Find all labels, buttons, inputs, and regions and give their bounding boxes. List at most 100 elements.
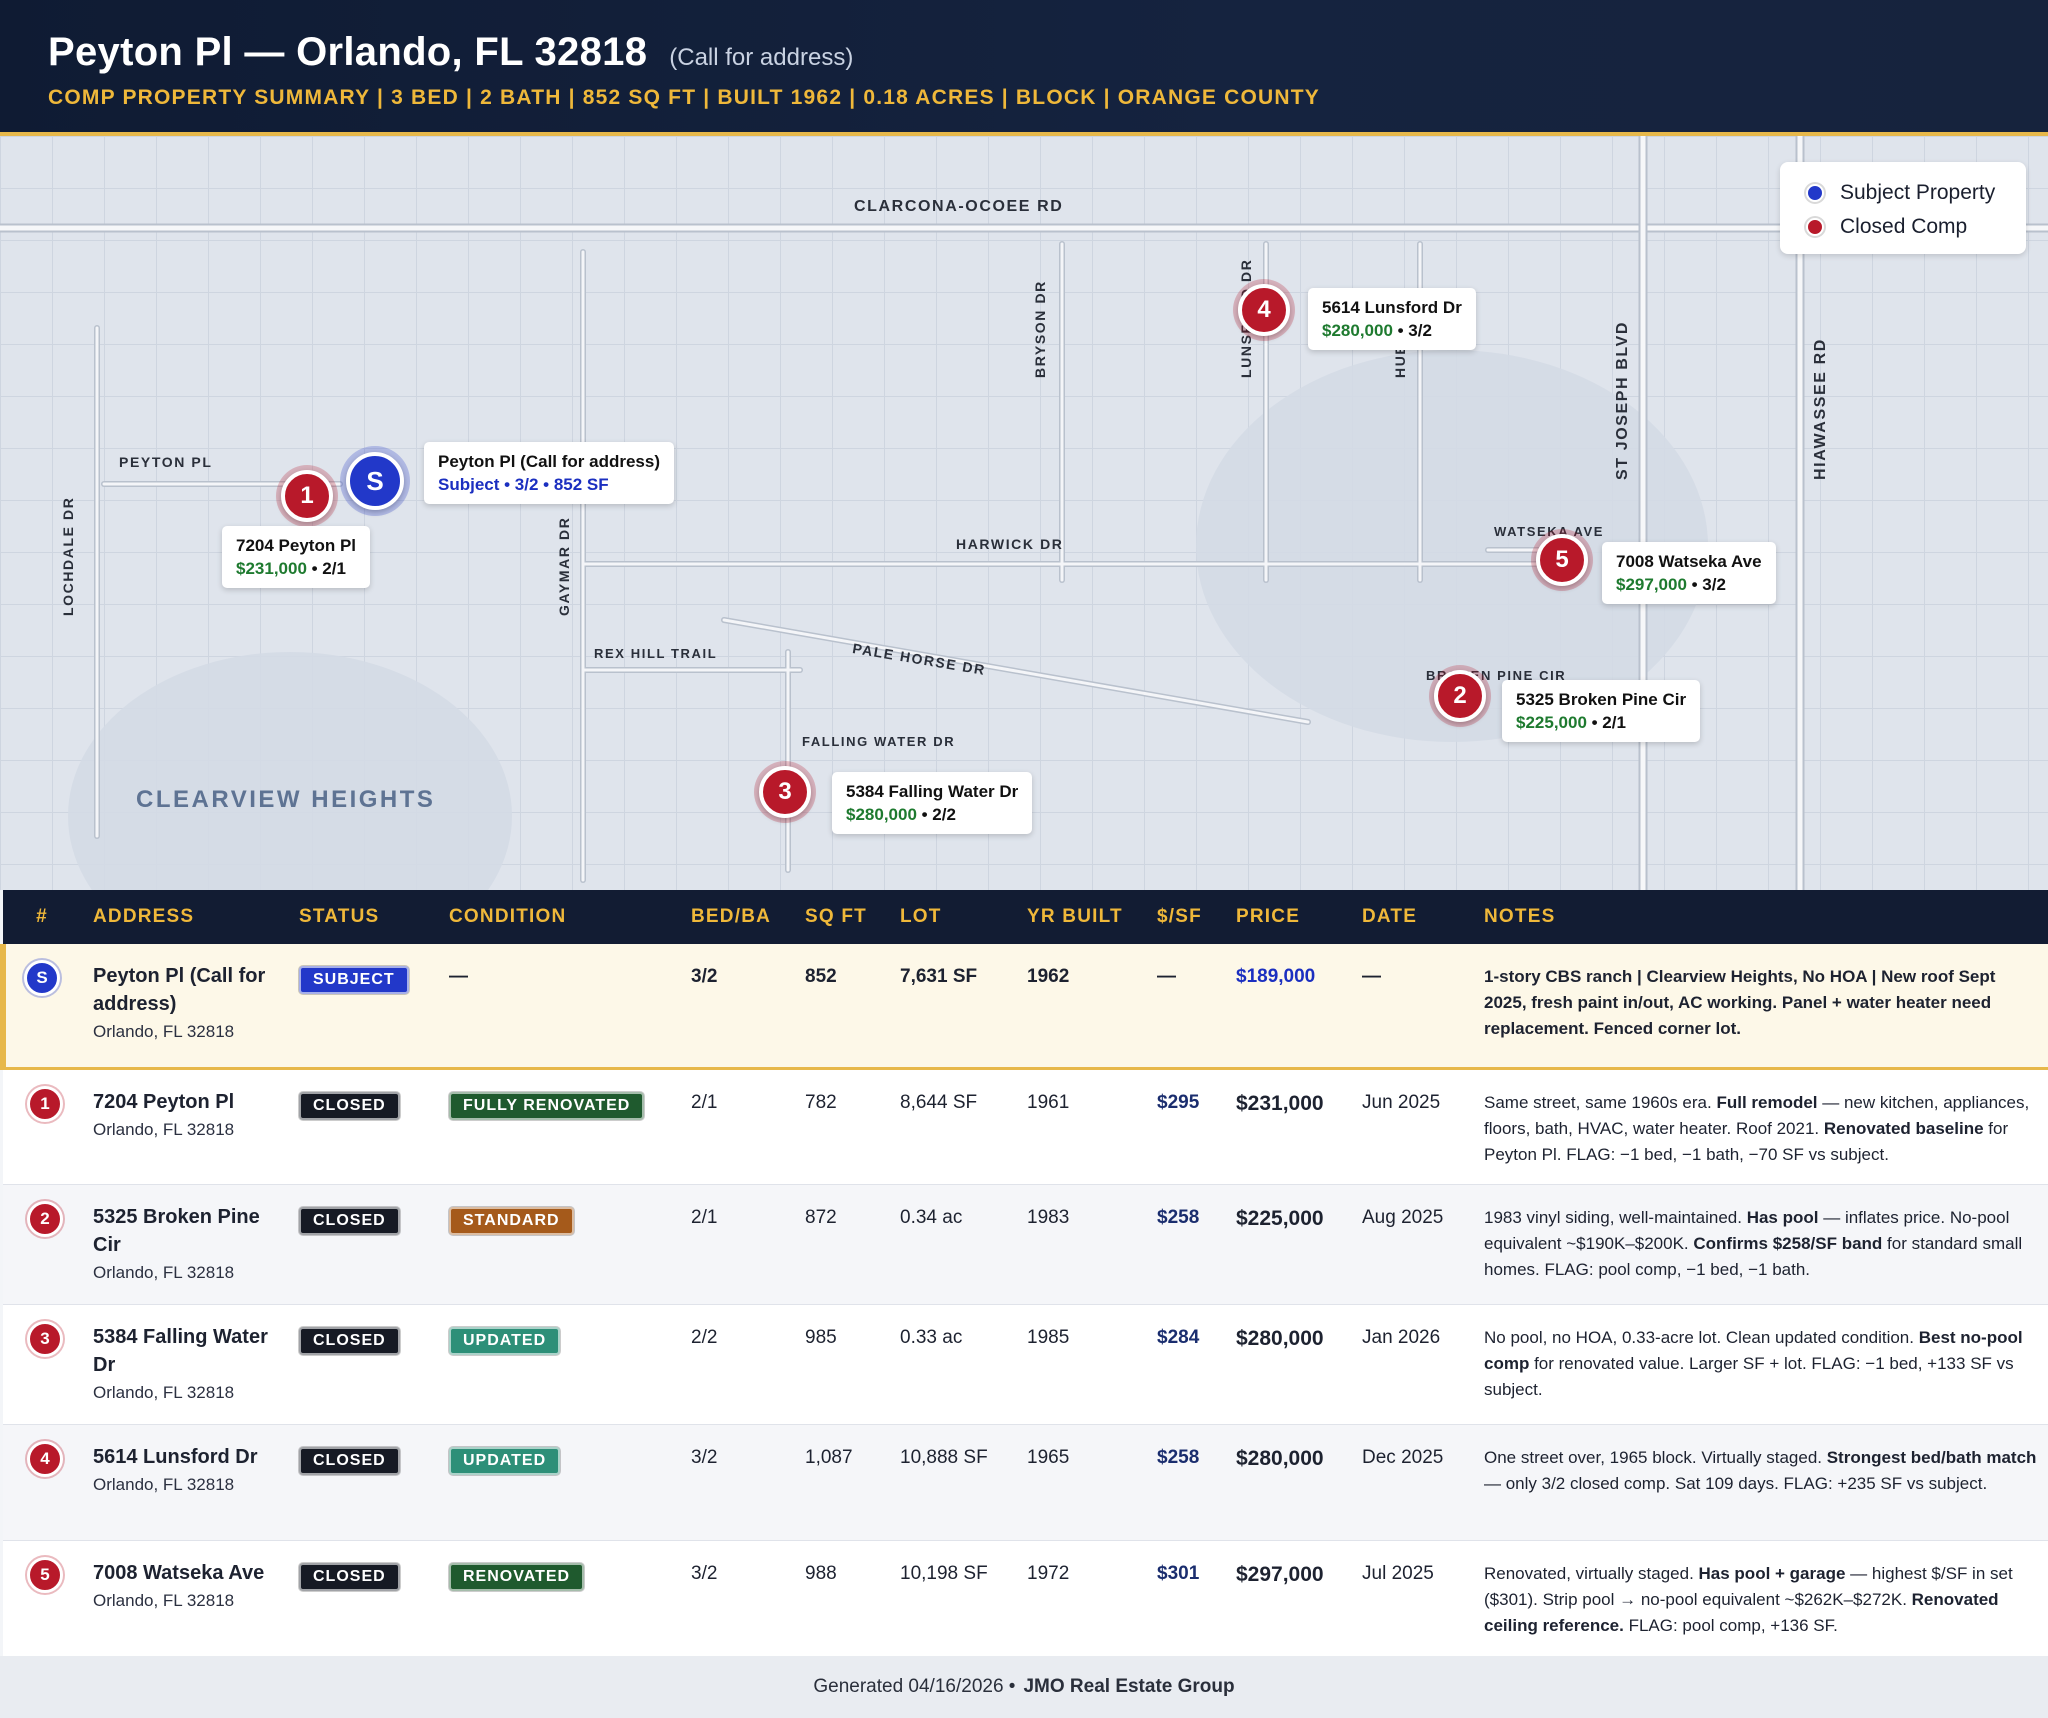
col-sqft[interactable]: SQ FT [805,906,867,927]
status-badge: CLOSED [298,1561,401,1592]
comp-pin-1[interactable]: 1 [281,470,333,522]
row-address-cell: 7008 Watseka Ave Orlando, FL 32818 [81,1540,287,1656]
comp-callout-1[interactable]: 7204 Peyton Pl $231,000 • 2/1 [222,526,371,588]
row-status-cell: SUBJECT [287,944,437,1068]
row-ppsf-cell: $258 [1145,1424,1224,1540]
notes-text: — highest $/SF in set ($301). Strip pool… [1484,1563,2013,1609]
table-row-subject[interactable]: S Peyton Pl (Call for address) Orlando, … [3,944,2048,1068]
row-num-pin: 1 [27,1085,63,1122]
row-lot: 7,631 SF [900,966,978,987]
row-lot: 0.33 ac [900,1326,963,1348]
row-address-cell: 7204 Peyton Pl Orlando, FL 32818 [81,1068,287,1184]
notes-text: — only 3/2 closed comp. Sat 109 days. FL… [1484,1473,1988,1493]
row-condition-cell: STANDARD [437,1184,679,1304]
row-ppsf-cell: $301 [1145,1540,1224,1656]
row-sqft: 782 [805,1091,837,1113]
notes-highlight: Has pool [1746,1207,1819,1227]
row-price: $297,000 [1236,1562,1324,1586]
col-price[interactable]: PRICE [1236,906,1301,927]
comp-pin-2[interactable]: 2 [1434,670,1486,722]
row-ppsf-cell: $284 [1145,1304,1224,1424]
table-header-row: # ADDRESS STATUS CONDITION BED/BA SQ FT … [3,890,2048,944]
col-address[interactable]: ADDRESS [93,906,195,927]
row-yr: 1962 [1027,966,1070,987]
comp-callout-5[interactable]: 7008 Watseka Ave $297,000 • 3/2 [1602,542,1776,604]
row-num-cell: 1 [3,1068,81,1184]
row-lot: 0.34 ac [900,1206,963,1228]
col-bedba[interactable]: BED/BA [691,906,772,927]
col-condition[interactable]: CONDITION [449,906,567,927]
legend-closed-label: Closed Comp [1840,215,1968,238]
row-date: Jan 2026 [1362,1326,1441,1348]
row-price: $280,000 [1236,1446,1324,1470]
col-yr-built[interactable]: YR BUILT [1027,906,1123,927]
row-lot: 8,644 SF [900,1091,978,1113]
col-date[interactable]: DATE [1362,906,1418,927]
row-num-pin: 3 [27,1320,63,1357]
notes-text: for Peyton Pl. FLAG: −1 bed, −1 bath, −7… [1484,1118,2009,1164]
col-notes[interactable]: NOTES [1484,906,1556,927]
notes-highlight: Full remodel [1716,1092,1818,1112]
row-ppsf-cell: $258 [1145,1184,1224,1304]
table-row[interactable]: 4 5614 Lunsford Dr Orlando, FL 32818 CLO… [3,1424,2048,1540]
row-date: Dec 2025 [1362,1446,1444,1468]
road-label-bryson: BRYSON DR [1032,280,1048,378]
title-row: Peyton Pl — Orlando, FL 32818 (Call for … [48,30,853,75]
col-lot[interactable]: LOT [900,906,942,927]
condition-badge: UPDATED [447,1325,562,1356]
row-price-cell: $225,000 [1224,1184,1350,1304]
comp-callout-4[interactable]: 5614 Lunsford Dr $280,000 • 3/2 [1308,288,1476,350]
comp-map[interactable]: CLARCONA-OCOEE RD PEYTON PL LOCHDALE DR … [0,136,2048,890]
comp-2-price: $225,000 [1516,713,1587,732]
comp-5-price: $297,000 [1616,575,1687,594]
row-sqft: 988 [805,1562,837,1584]
comp-pin-5[interactable]: 5 [1536,534,1588,586]
table-row[interactable]: 5 7008 Watseka Ave Orlando, FL 32818 CLO… [3,1540,2048,1656]
comp-pin-4[interactable]: 4 [1238,284,1290,336]
row-price: $280,000 [1236,1326,1324,1350]
comp-callout-3[interactable]: 5384 Falling Water Dr $280,000 • 2/2 [832,772,1033,834]
table-row[interactable]: 1 7204 Peyton Pl Orlando, FL 32818 CLOSE… [3,1068,2048,1184]
subject-pin[interactable]: S [346,452,404,510]
closed-dot-icon [1806,218,1824,236]
col-status[interactable]: STATUS [299,906,380,927]
row-condition-cell: FULLY RENOVATED [437,1068,679,1184]
row-address: 5614 Lunsford Dr [93,1445,258,1468]
comp-pin-3[interactable]: 3 [759,766,811,818]
generated-date: Generated 04/16/2026 • [813,1676,1016,1697]
row-lot: 10,888 SF [900,1446,988,1468]
road-label-harwick: HARWICK DR [956,536,1064,552]
road-label-lochdale: LOCHDALE DR [60,496,76,616]
neighborhood-label: CLEARVIEW HEIGHTS [136,786,436,813]
comp-1-address: 7204 Peyton Pl [236,536,357,555]
row-price: $225,000 [1236,1206,1324,1230]
comp-4-meta: • 3/2 [1392,321,1432,340]
row-status-cell: CLOSED [287,1068,437,1184]
row-bedba: 3/2 [691,1562,718,1584]
table-row[interactable]: 2 5325 Broken Pine Cir Orlando, FL 32818… [3,1184,2048,1304]
row-address-cell: 5614 Lunsford Dr Orlando, FL 32818 [81,1424,287,1540]
comp-5-meta: • 3/2 [1686,575,1726,594]
title-note: (Call for address) [669,44,854,71]
subject-callout[interactable]: Peyton Pl (Call for address) Subject • 3… [424,442,674,504]
notes-text: One street over, 1965 block. Virtually s… [1484,1447,1827,1467]
row-price-cell: $280,000 [1224,1424,1350,1540]
row-ppsf: $301 [1157,1562,1200,1584]
col-ppsf[interactable]: $/SF [1157,906,1202,927]
comp-3-price: $280,000 [846,805,917,824]
row-price-cell: $231,000 [1224,1068,1350,1184]
comp-1-meta: • 2/1 [306,559,346,578]
row-notes: One street over, 1965 block. Virtually s… [1472,1424,2048,1540]
row-yr: 1961 [1027,1091,1070,1113]
row-condition: — [449,966,468,987]
row-status-cell: CLOSED [287,1304,437,1424]
table-row[interactable]: 3 5384 Falling Water Dr Orlando, FL 3281… [3,1304,2048,1424]
notes-text: — new kitchen, appliances, floors, bath,… [1484,1092,2030,1138]
row-notes: No pool, no HOA, 0.33-acre lot. Clean up… [1472,1304,2048,1424]
col-num[interactable]: # [36,906,48,927]
row-sqft: 872 [805,1206,837,1228]
row-bedba: 3/2 [691,966,718,987]
row-bedba: 3/2 [691,1446,718,1468]
row-price: $189,000 [1236,966,1316,987]
comp-callout-2[interactable]: 5325 Broken Pine Cir $225,000 • 2/1 [1502,680,1701,742]
